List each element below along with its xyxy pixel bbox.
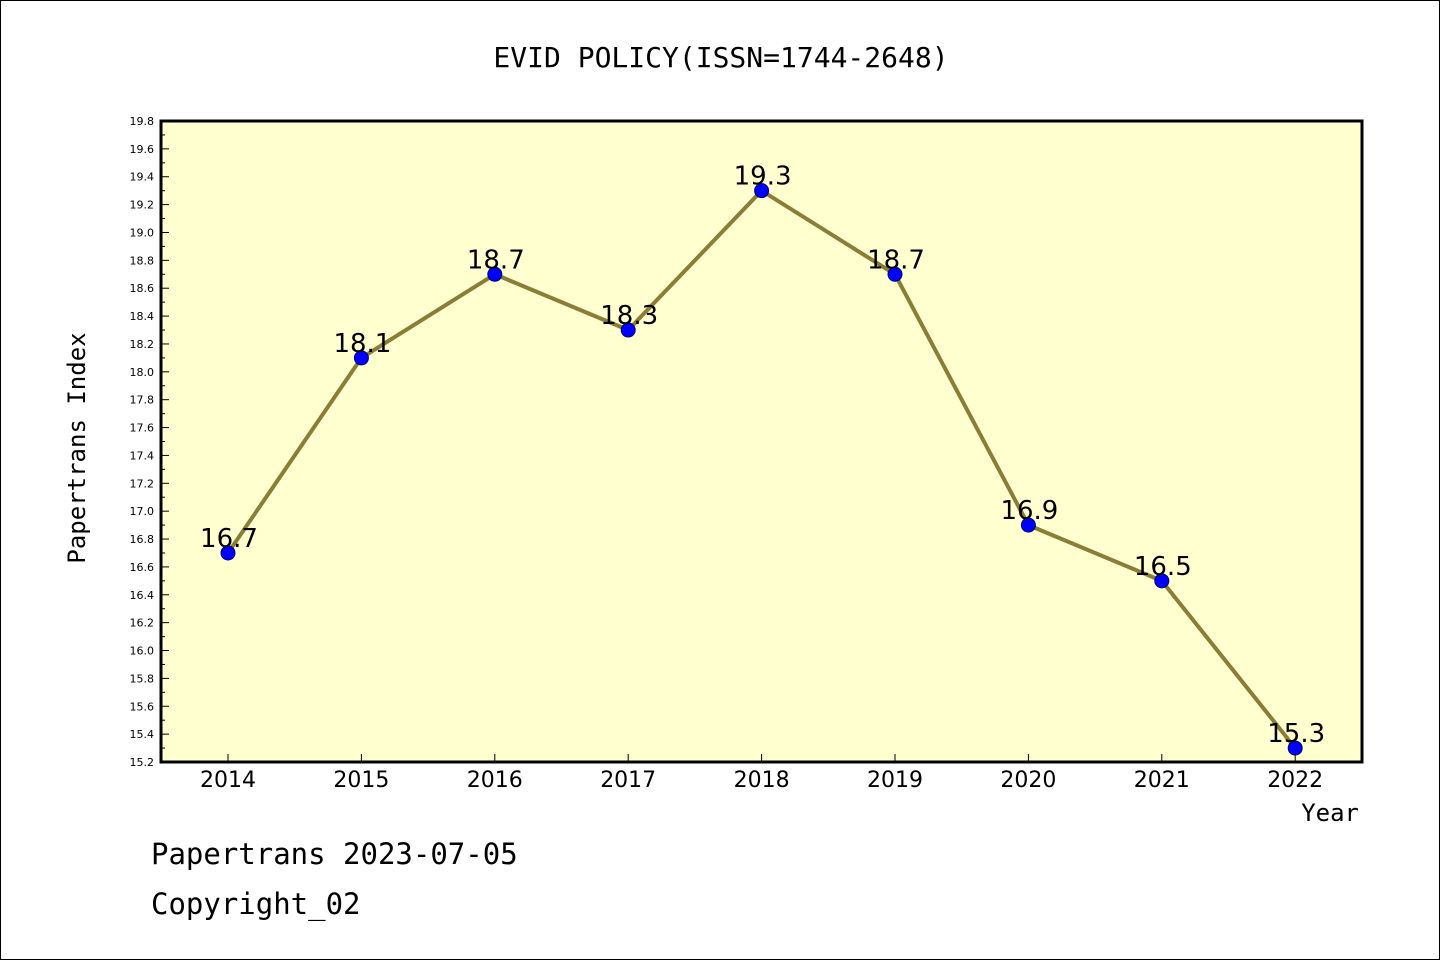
x-tick-label: 2018 bbox=[734, 768, 790, 793]
x-tick-label: 2014 bbox=[200, 768, 256, 793]
plot-area bbox=[159, 119, 1364, 764]
data-point bbox=[1020, 517, 1036, 533]
data-label: 18.3 bbox=[600, 301, 658, 331]
y-tick-label: 18.0 bbox=[130, 366, 155, 379]
y-tick-label: 19.4 bbox=[130, 171, 155, 184]
x-axis: 2014 2015 2016 2017 2018 2019 2020 2021 2022 bbox=[200, 754, 1323, 793]
y-tick-label: 16.8 bbox=[130, 533, 155, 546]
y-tick-label: 16.4 bbox=[130, 589, 155, 602]
y-axis: 15.2 15.4 15.6 15.8 16.0 16.2 16.4 16.6 16.8 17.0… bbox=[130, 115, 169, 769]
y-axis-label: Papertrans Index bbox=[63, 332, 91, 563]
y-tick-label: 17.0 bbox=[130, 505, 155, 518]
y-tick-label: 18.6 bbox=[130, 282, 155, 295]
y-tick-label: 16.0 bbox=[130, 645, 155, 658]
y-tick-label: 15.6 bbox=[130, 700, 155, 713]
data-point bbox=[353, 350, 369, 366]
y-tick-label: 17.6 bbox=[130, 422, 155, 435]
chart-title: EVID POLICY(ISSN=1744-2648) bbox=[493, 41, 948, 74]
y-tick-label: 18.2 bbox=[130, 338, 155, 351]
data-label: 16.9 bbox=[1000, 496, 1058, 526]
y-tick-label: 16.2 bbox=[130, 617, 155, 630]
data-label: 18.7 bbox=[467, 245, 525, 275]
y-tick-label: 19.8 bbox=[130, 115, 155, 128]
y-tick-label: 18.8 bbox=[130, 254, 155, 267]
data-point bbox=[487, 266, 503, 282]
y-tick-label: 17.4 bbox=[130, 449, 155, 462]
data-point bbox=[1154, 573, 1170, 589]
y-tick-label: 16.6 bbox=[130, 561, 155, 574]
x-tick-label: 2017 bbox=[600, 768, 656, 793]
footer-date: Papertrans 2023-07-05 bbox=[151, 837, 518, 871]
data-label: 16.5 bbox=[1134, 552, 1192, 582]
data-point bbox=[754, 183, 770, 199]
data-label: 16.7 bbox=[200, 524, 258, 554]
x-tick-label: 2020 bbox=[1000, 768, 1056, 793]
y-tick-label: 19.2 bbox=[130, 199, 155, 212]
x-tick-label: 2021 bbox=[1134, 768, 1190, 793]
footer-copyright: Copyright_02 bbox=[151, 887, 361, 921]
data-point bbox=[887, 266, 903, 282]
y-tick-label: 15.2 bbox=[130, 756, 155, 769]
data-point bbox=[220, 545, 236, 561]
y-tick-label: 19.6 bbox=[130, 143, 155, 156]
y-tick-label: 18.4 bbox=[130, 310, 155, 323]
y-tick-label: 15.8 bbox=[130, 672, 155, 685]
x-tick-label: 2015 bbox=[333, 768, 389, 793]
data-label: 18.1 bbox=[333, 329, 391, 359]
series-layer: 16.7 18.1 18.7 18.3 19.3 18.7 16.9 16.5 15.3 bbox=[200, 162, 1325, 756]
y-tick-label: 17.2 bbox=[130, 477, 155, 490]
data-point bbox=[620, 322, 636, 338]
data-label: 15.3 bbox=[1267, 719, 1325, 749]
x-tick-label: 2016 bbox=[467, 768, 523, 793]
data-label: 19.3 bbox=[734, 162, 792, 192]
x-tick-label: 2022 bbox=[1267, 768, 1323, 793]
y-tick-label: 17.8 bbox=[130, 394, 155, 407]
data-label: 18.7 bbox=[867, 245, 925, 275]
y-tick-label: 19.0 bbox=[130, 226, 155, 239]
data-point bbox=[1287, 740, 1303, 756]
x-tick-label: 2019 bbox=[867, 768, 923, 793]
x-axis-label: Year bbox=[1301, 799, 1359, 827]
y-tick-label: 15.4 bbox=[130, 728, 155, 741]
